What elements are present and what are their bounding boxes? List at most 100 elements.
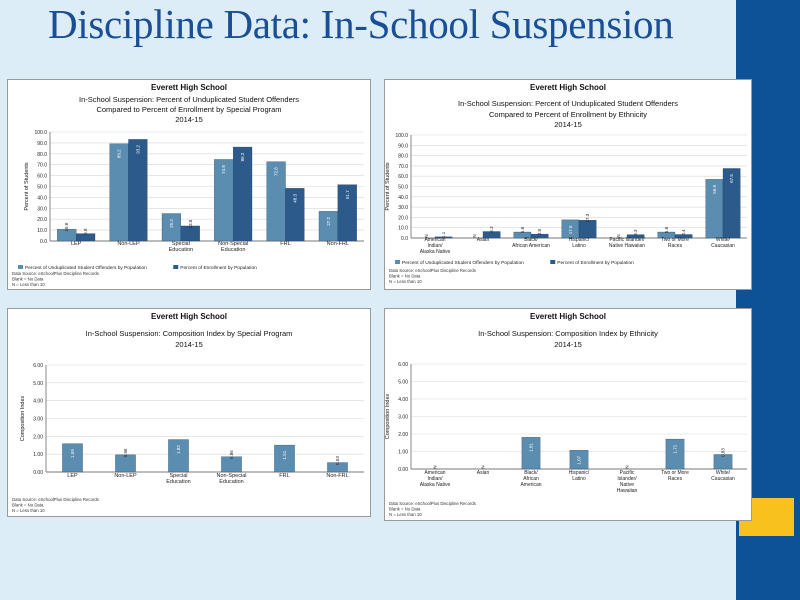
category-label: Special bbox=[172, 241, 190, 247]
chart-title-line: In-School Suspension: Percent of Undupli… bbox=[79, 95, 299, 104]
category-label: Hispanic/ bbox=[569, 470, 590, 476]
data-label: 0.96 bbox=[123, 448, 128, 457]
data-label: 3.4 bbox=[681, 229, 686, 236]
category-label: Races bbox=[668, 476, 683, 482]
y-tick-label: 60.0 bbox=[398, 174, 408, 180]
category-label: Caucasian bbox=[711, 476, 735, 482]
bar bbox=[180, 225, 200, 242]
legend-swatch bbox=[18, 265, 23, 269]
category-label: Indian/ bbox=[427, 243, 443, 249]
y-tick-label: 1.00 bbox=[398, 450, 408, 456]
data-label: 6.3 bbox=[489, 226, 494, 233]
y-axis-label: Percent of Students bbox=[24, 162, 30, 211]
bar bbox=[76, 233, 96, 242]
category-label: Caucasian bbox=[711, 243, 735, 249]
category-label: White/ bbox=[716, 470, 731, 476]
y-tick-label: 3.00 bbox=[33, 417, 43, 423]
y-tick-label: 70.0 bbox=[398, 164, 408, 170]
chart-note: Blank = No Data bbox=[389, 507, 421, 512]
bar bbox=[62, 443, 83, 473]
chart-title-line: 2014-15 bbox=[175, 115, 203, 124]
category-label: Indian/ bbox=[427, 476, 443, 482]
chart-panel-special-program-index: Everett High School In-School Suspension:… bbox=[7, 308, 371, 517]
data-label: 89.2 bbox=[117, 149, 122, 158]
chart-note: Data Source: eSchoolPlus Discipline Reco… bbox=[12, 271, 99, 276]
data-label: 5.8 bbox=[520, 226, 525, 233]
chart-note: N = Less than 10 bbox=[389, 512, 422, 517]
bar bbox=[115, 454, 136, 473]
bar bbox=[285, 188, 305, 242]
data-label: N bbox=[616, 234, 621, 237]
category-label: Education bbox=[166, 479, 190, 485]
data-label: 0.53 bbox=[335, 456, 340, 465]
category-label: Islander/ bbox=[617, 476, 637, 482]
category-label: Two or More bbox=[661, 237, 689, 243]
chart-panel-ethnicity-percent: Everett High School In-School Suspension:… bbox=[384, 79, 752, 290]
bar bbox=[434, 236, 453, 239]
data-label: N bbox=[472, 234, 477, 237]
chart-school-title: Everett High School bbox=[530, 312, 606, 321]
category-label: American bbox=[424, 470, 445, 476]
chart-note: N = Less than 10 bbox=[12, 282, 45, 287]
y-tick-label: 30.0 bbox=[398, 205, 408, 211]
y-tick-label: 0.0 bbox=[40, 239, 47, 245]
y-tick-label: 90.0 bbox=[37, 141, 47, 147]
data-label: 1.81 bbox=[529, 442, 534, 451]
chart-note: N = Less than 10 bbox=[12, 508, 45, 513]
data-label: 1.82 bbox=[176, 445, 181, 454]
bar bbox=[530, 233, 549, 239]
data-label: 1.59 bbox=[70, 449, 75, 458]
data-label: 1.71 bbox=[673, 444, 678, 453]
y-tick-label: 50.0 bbox=[398, 185, 408, 191]
y-tick-label: 40.0 bbox=[37, 195, 47, 201]
y-tick-label: 5.00 bbox=[398, 380, 408, 386]
y-tick-label: 80.0 bbox=[37, 152, 47, 158]
slide-title: Discipline Data: In-School Suspension bbox=[48, 2, 674, 47]
category-label: Black/ bbox=[524, 237, 538, 243]
category-label: Races bbox=[668, 243, 683, 249]
chart-svg: Everett High School In-School Suspension:… bbox=[12, 312, 364, 513]
data-label: 17.6 bbox=[568, 225, 573, 234]
category-label: LEP bbox=[67, 473, 78, 479]
y-axis-label: Percent of Students bbox=[385, 162, 391, 211]
chart-title-line: In-School Suspension: Composition Index … bbox=[478, 329, 658, 338]
chart-title-line: 2014-15 bbox=[554, 340, 582, 349]
legend-swatch bbox=[395, 260, 400, 264]
bar bbox=[674, 234, 693, 239]
legend-label: Percent of Enrollment by Population bbox=[180, 265, 257, 271]
chart-school-title: Everett High School bbox=[151, 83, 227, 92]
category-label: Non-LEP bbox=[114, 473, 137, 479]
data-label: 0.86 bbox=[229, 450, 234, 459]
y-tick-label: 20.0 bbox=[398, 215, 408, 221]
bar bbox=[128, 139, 148, 242]
category-label: Education bbox=[221, 247, 245, 253]
bar bbox=[274, 444, 295, 473]
data-label: 10.8 bbox=[64, 222, 69, 231]
y-tick-label: 10.0 bbox=[37, 228, 47, 234]
bar bbox=[168, 439, 189, 473]
category-label: Non-FRL bbox=[326, 473, 348, 479]
category-label: Special bbox=[169, 473, 187, 479]
category-label: American bbox=[520, 482, 541, 488]
y-tick-label: 0.0 bbox=[401, 236, 408, 242]
chart-title-line: 2014-15 bbox=[175, 340, 203, 349]
data-label: 1.07 bbox=[577, 455, 582, 464]
category-label: Alaska Native bbox=[420, 249, 451, 255]
y-tick-label: 2.00 bbox=[33, 434, 43, 440]
category-label: African American bbox=[512, 243, 550, 249]
bar bbox=[337, 184, 357, 242]
data-label: 17.3 bbox=[585, 213, 590, 222]
chart-panel-special-program-percent: Everett High School In-School Suspension:… bbox=[7, 79, 371, 290]
category-label: Alaska Native bbox=[420, 482, 451, 488]
bar bbox=[665, 438, 685, 470]
legend-swatch bbox=[550, 260, 556, 264]
chart-title-line: In-School Suspension: Composition Index … bbox=[86, 329, 293, 338]
y-tick-label: 3.00 bbox=[398, 415, 408, 421]
data-label: 5.8 bbox=[664, 226, 669, 233]
chart-svg: Everett High School In-School Suspension:… bbox=[385, 83, 747, 284]
y-tick-label: 6.00 bbox=[398, 362, 408, 368]
bar bbox=[521, 437, 541, 470]
chart-note: Blank = No Data bbox=[12, 503, 44, 508]
category-label: Latino bbox=[572, 476, 586, 482]
category-label: Non-FRL bbox=[327, 241, 349, 247]
